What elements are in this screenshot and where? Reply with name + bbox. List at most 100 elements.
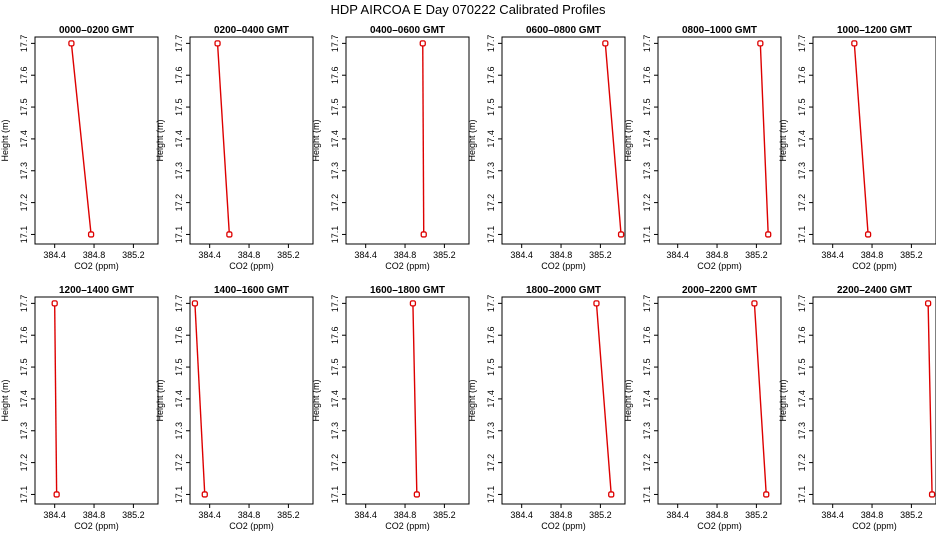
profile-point — [617, 231, 625, 238]
y-tick-label: 17.6 — [486, 66, 496, 84]
profile-panel: 0200–0400 GMT 384.4 384.8 385.2 17.1 17.2 17.3… — [155, 25, 314, 271]
y-tick-label: 17.3 — [486, 422, 496, 440]
y-tick-label: 17.2 — [174, 454, 184, 472]
y-tick-label: 17.5 — [486, 358, 496, 376]
panel-title: 1800–2000 GMT — [526, 285, 601, 296]
profile-point — [53, 491, 60, 498]
y-tick-label: 17.1 — [174, 226, 184, 244]
y-tick-label: 17.2 — [642, 454, 652, 472]
y-tick-label: 17.6 — [19, 326, 29, 344]
y-tick-label: 17.7 — [797, 295, 807, 313]
profile-point — [413, 491, 420, 498]
y-tick-label: 17.5 — [486, 98, 496, 116]
x-tick-label: 384.8 — [394, 510, 417, 520]
x-tick-label: 384.8 — [238, 250, 261, 260]
y-tick-label: 17.5 — [330, 358, 340, 376]
profile-panel: 2200–2400 GMT 384.4 384.8 385.2 17.1 17.2 17.3… — [778, 285, 936, 531]
profile-point — [765, 231, 772, 238]
y-tick-label: 17.6 — [797, 66, 807, 84]
y-tick-label: 17.1 — [19, 226, 29, 244]
y-tick-label: 17.4 — [19, 130, 29, 148]
panel-title: 1400–1600 GMT — [214, 285, 289, 296]
x-tick-label: 385.2 — [277, 250, 300, 260]
y-axis-label: Height (m) — [311, 379, 321, 421]
x-tick-label: 385.2 — [277, 510, 300, 520]
y-tick-label: 17.3 — [330, 422, 340, 440]
y-tick-label: 17.3 — [797, 422, 807, 440]
y-axis-label: Height (m) — [623, 119, 633, 161]
y-tick-label: 17.3 — [486, 162, 496, 180]
profile-panel: 1600–1800 GMT 384.4 384.8 385.2 17.1 17.2 17.3… — [311, 285, 470, 531]
x-tick-label: 384.4 — [43, 250, 66, 260]
y-tick-label: 17.7 — [486, 295, 496, 313]
y-tick-label: 17.1 — [642, 226, 652, 244]
y-tick-label: 17.1 — [642, 486, 652, 504]
profile-point — [751, 300, 758, 307]
y-axis-label: Height (m) — [0, 379, 10, 421]
profile-point — [419, 40, 426, 47]
profile-panel: 1200–1400 GMT 384.4 384.8 385.2 17.1 17.2 17.3… — [0, 285, 159, 531]
profile-point — [924, 300, 932, 307]
y-tick-label: 17.2 — [797, 194, 807, 212]
profile-point — [191, 300, 199, 307]
y-tick-label: 17.5 — [797, 98, 807, 116]
profile-line — [216, 43, 231, 235]
x-axis-label: CO2 (ppm) — [385, 521, 430, 531]
x-tick-label: 384.8 — [83, 510, 106, 520]
panel-grid: 0000–0200 GMT 384.4 384.8 385.2 17.1 17.2 17.3… — [0, 25, 936, 531]
y-tick-label: 17.4 — [19, 390, 29, 408]
x-tick-label: 384.8 — [706, 250, 729, 260]
x-tick-label: 384.4 — [510, 510, 533, 520]
x-tick-label: 385.2 — [900, 510, 923, 520]
plot-frame — [812, 296, 936, 505]
profile-line — [194, 303, 206, 495]
profile-line — [412, 303, 418, 495]
x-tick-label: 384.4 — [821, 250, 844, 260]
y-tick-label: 17.5 — [642, 358, 652, 376]
profile-point — [420, 231, 427, 238]
x-axis-label: CO2 (ppm) — [541, 521, 586, 531]
y-tick-label: 17.7 — [174, 35, 184, 53]
x-tick-label: 384.4 — [666, 250, 689, 260]
y-tick-label: 17.1 — [797, 226, 807, 244]
profile-point — [593, 300, 600, 307]
y-tick-label: 17.6 — [330, 326, 340, 344]
y-tick-label: 17.3 — [174, 162, 184, 180]
y-tick-label: 17.2 — [19, 194, 29, 212]
profile-point — [928, 491, 936, 498]
x-axis-label: CO2 (ppm) — [541, 261, 586, 271]
y-tick-label: 17.7 — [174, 295, 184, 313]
y-tick-label: 17.6 — [174, 66, 184, 84]
y-tick-label: 17.3 — [797, 162, 807, 180]
y-tick-label: 17.1 — [330, 226, 340, 244]
profile-line — [604, 43, 622, 235]
y-tick-label: 17.4 — [797, 390, 807, 408]
x-axis-label: CO2 (ppm) — [74, 521, 119, 531]
y-tick-label: 17.6 — [642, 66, 652, 84]
y-tick-label: 17.6 — [330, 66, 340, 84]
profile-point — [226, 231, 233, 238]
y-tick-label: 17.2 — [486, 454, 496, 472]
plot-frame — [345, 296, 470, 505]
x-tick-label: 385.2 — [745, 510, 768, 520]
profile-line — [759, 43, 769, 235]
profile-point — [201, 491, 208, 498]
plot-frame — [812, 36, 936, 245]
y-tick-label: 17.5 — [174, 358, 184, 376]
y-tick-label: 17.5 — [19, 358, 29, 376]
y-tick-label: 17.6 — [19, 66, 29, 84]
profile-point — [51, 300, 58, 307]
x-tick-label: 385.2 — [122, 250, 145, 260]
x-tick-label: 384.4 — [354, 250, 377, 260]
profile-point — [409, 300, 417, 307]
x-tick-label: 384.8 — [238, 510, 261, 520]
y-tick-label: 17.3 — [174, 422, 184, 440]
y-tick-label: 17.4 — [642, 130, 652, 148]
y-tick-label: 17.6 — [797, 326, 807, 344]
y-tick-label: 17.2 — [797, 454, 807, 472]
profile-line — [70, 43, 92, 235]
x-axis-label: CO2 (ppm) — [229, 521, 274, 531]
x-tick-label: 384.4 — [510, 250, 533, 260]
x-axis-label: CO2 (ppm) — [852, 521, 897, 531]
y-tick-label: 17.7 — [19, 35, 29, 53]
